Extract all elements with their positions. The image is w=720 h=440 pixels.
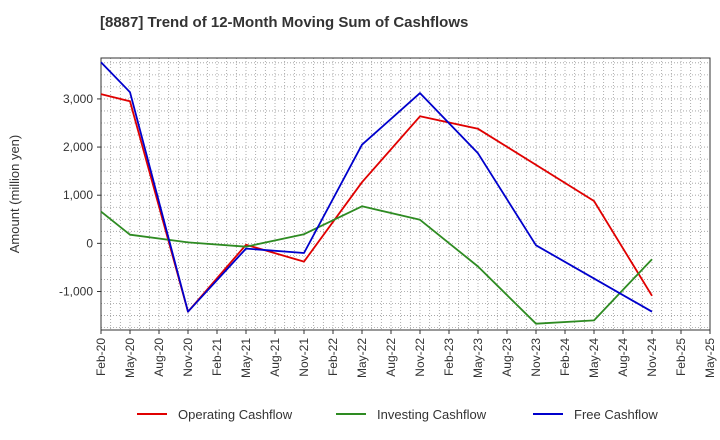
legend-label: Operating Cashflow: [178, 407, 293, 422]
x-tick-label: Aug-23: [500, 338, 514, 377]
x-tick-label: Nov-23: [529, 338, 543, 377]
y-tick-label: 2,000: [63, 140, 93, 154]
legend-label: Free Cashflow: [574, 407, 658, 422]
x-tick-label: May-20: [123, 338, 137, 378]
x-tick-label: May-25: [703, 338, 717, 378]
x-tick-label: Feb-25: [674, 338, 688, 376]
y-tick-label: 1,000: [63, 188, 93, 202]
chart-title: [8887] Trend of 12-Month Moving Sum of C…: [100, 14, 469, 31]
series-line: [100, 61, 653, 313]
x-tick-label: Feb-20: [94, 338, 108, 376]
legend-label: Investing Cashflow: [377, 407, 487, 422]
x-tick-label: Feb-22: [326, 338, 340, 376]
x-tick-label: Nov-22: [413, 338, 427, 377]
x-tick-label: May-21: [239, 338, 253, 378]
y-tick-label: 3,000: [63, 92, 93, 106]
x-tick-label: Feb-24: [558, 338, 572, 376]
x-tick-label: Nov-21: [297, 338, 311, 377]
x-tick-label: Nov-24: [645, 338, 659, 377]
x-tick-label: Aug-20: [152, 338, 166, 377]
series-line: [100, 93, 653, 313]
x-tick-label: Aug-22: [384, 338, 398, 377]
x-tick-label: Aug-24: [616, 338, 630, 377]
y-axis-title: Amount (million yen): [7, 135, 22, 254]
y-tick-label: -1,000: [59, 284, 93, 298]
x-tick-label: May-24: [587, 338, 601, 378]
x-tick-label: May-23: [471, 338, 485, 378]
plot-area: [101, 58, 710, 330]
y-tick-label: 0: [86, 236, 93, 250]
x-tick-label: Feb-21: [210, 338, 224, 376]
x-tick-label: Aug-21: [268, 338, 282, 377]
x-tick-label: May-22: [355, 338, 369, 378]
x-tick-label: Nov-20: [181, 338, 195, 377]
x-tick-label: Feb-23: [442, 338, 456, 376]
plot-border: [100, 57, 711, 331]
